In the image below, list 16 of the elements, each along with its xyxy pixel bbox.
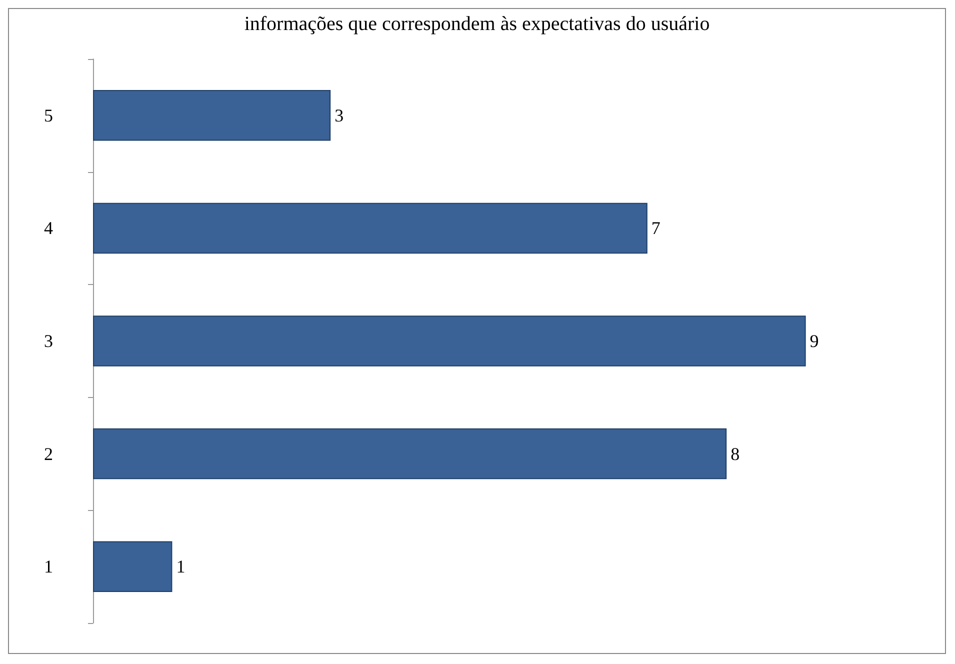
bar	[93, 428, 727, 480]
data-label: 3	[334, 105, 344, 126]
bar	[93, 541, 172, 592]
y-tick-label: 4	[44, 218, 53, 238]
y-tick-label: 2	[44, 444, 53, 464]
data-label: 8	[730, 444, 740, 464]
data-label: 9	[810, 331, 819, 351]
bar	[93, 316, 806, 366]
bar	[93, 202, 648, 254]
bar	[93, 90, 331, 141]
y-tick-label: 3	[44, 331, 53, 351]
chart-title: informações que correspondem às expectativas do usuário	[244, 13, 710, 35]
y-tick-label: 1	[44, 556, 53, 577]
y-tick-label: 5	[44, 105, 53, 126]
data-label: 7	[651, 218, 660, 238]
data-label: 1	[176, 556, 186, 577]
